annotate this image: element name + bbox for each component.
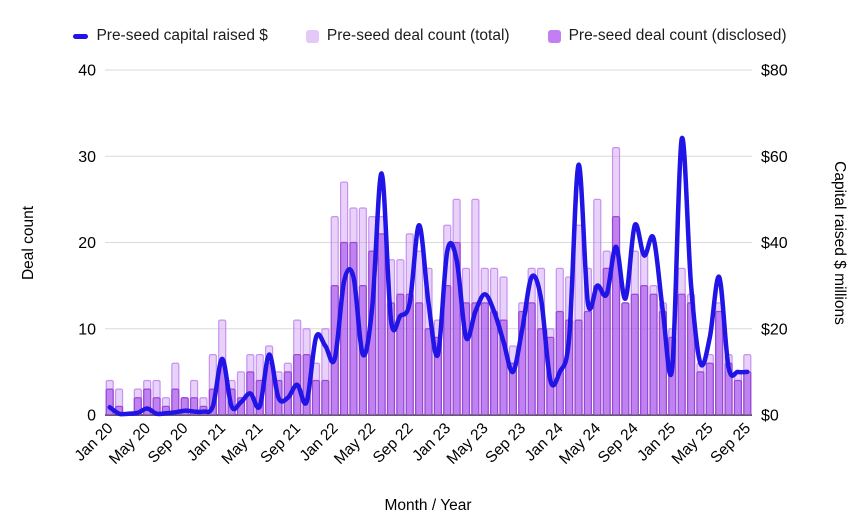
x-tick-label: May 25 xyxy=(669,420,717,468)
y-left-tick-label: 0 xyxy=(87,408,96,425)
legend-item-deal-count-total: Pre-seed deal count (total) xyxy=(305,27,510,45)
bar-disclosed xyxy=(696,371,705,415)
bar-disclosed xyxy=(630,293,639,415)
bar-disclosed xyxy=(180,397,189,415)
capital-raised-line xyxy=(107,135,750,417)
x-tick-label: May 24 xyxy=(556,420,604,468)
x-tick-label: Sep 21 xyxy=(257,420,304,467)
bar-disclosed xyxy=(321,379,330,415)
y-left-tick-labels: 0 10 20 30 40 xyxy=(78,63,96,425)
y-left-axis-title: Deal count xyxy=(20,205,37,281)
bar-disclosed xyxy=(527,302,536,415)
legend-label: Pre-seed deal count (total) xyxy=(326,27,510,44)
bar-disclosed xyxy=(705,362,714,415)
bar-disclosed xyxy=(593,285,602,415)
bar-disclosed xyxy=(490,310,499,415)
bar-disclosed xyxy=(677,293,686,415)
y-right-tick-label: $80 xyxy=(761,63,788,80)
bar-disclosed xyxy=(311,379,321,415)
bar-disclosed xyxy=(583,310,593,415)
bar-disclosed xyxy=(649,293,658,415)
y-right-tick-label: $40 xyxy=(761,235,788,252)
bar-disclosed xyxy=(536,328,546,415)
x-tick-label: May 23 xyxy=(444,420,492,468)
bar-disclosed xyxy=(189,397,199,415)
x-tick-label: May 21 xyxy=(219,420,267,468)
disclosed-bar-swatch-icon xyxy=(547,29,561,43)
bar-disclosed xyxy=(715,310,724,415)
bar-disclosed xyxy=(143,388,152,415)
chart-legend: Pre-seed capital raised $ Pre-seed deal … xyxy=(0,26,860,46)
x-tick-label: Sep 24 xyxy=(595,420,642,467)
bar-disclosed xyxy=(377,233,386,415)
bar-disclosed xyxy=(733,379,743,415)
bar-disclosed xyxy=(171,388,180,415)
y-left-tick-label: 30 xyxy=(78,149,96,166)
bar-disclosed xyxy=(480,302,489,415)
bar-disclosed xyxy=(105,388,114,415)
bar-disclosed xyxy=(415,302,424,415)
legend-label: Pre-seed deal count (disclosed) xyxy=(568,27,787,44)
bar-disclosed xyxy=(640,285,649,415)
y-left-tick-label: 10 xyxy=(78,321,96,338)
bar-disclosed xyxy=(508,362,517,415)
x-axis-title: Month / Year xyxy=(384,497,472,514)
y-right-tick-labels: $0 $20 $40 $60 $80 xyxy=(761,63,788,425)
y-right-tick-label: $60 xyxy=(761,149,788,166)
x-tick-label: May 20 xyxy=(106,420,154,468)
y-left-tick-label: 20 xyxy=(78,235,96,252)
y-right-axis-title: Capital raised $ millions xyxy=(831,161,848,325)
y-right-tick-label: $20 xyxy=(761,321,788,338)
x-tick-label: Sep 23 xyxy=(482,420,529,467)
x-tick-label: May 22 xyxy=(331,420,379,468)
y-left-tick-label: 40 xyxy=(78,63,96,80)
bar-disclosed xyxy=(602,267,611,415)
y-right-tick-label: $0 xyxy=(761,408,779,425)
total-bar-swatch-icon xyxy=(305,29,319,43)
x-tick-label: Sep 25 xyxy=(707,420,754,467)
bar-disclosed xyxy=(743,371,752,415)
bar-disclosed xyxy=(621,302,630,415)
bar-disclosed xyxy=(424,328,433,415)
x-tick-label: Sep 20 xyxy=(145,420,192,467)
legend-label: Pre-seed capital raised $ xyxy=(96,27,268,44)
legend-item-deal-count-disclosed: Pre-seed deal count (disclosed) xyxy=(547,27,787,45)
bar-disclosed xyxy=(264,362,274,415)
bar-disclosed xyxy=(443,285,452,415)
bar-disclosed xyxy=(471,302,480,415)
legend-item-capital-raised: Pre-seed capital raised $ xyxy=(73,27,268,45)
line-swatch-icon xyxy=(73,33,89,39)
bar-disclosed xyxy=(574,319,583,415)
x-tick-label: Sep 22 xyxy=(370,420,417,467)
